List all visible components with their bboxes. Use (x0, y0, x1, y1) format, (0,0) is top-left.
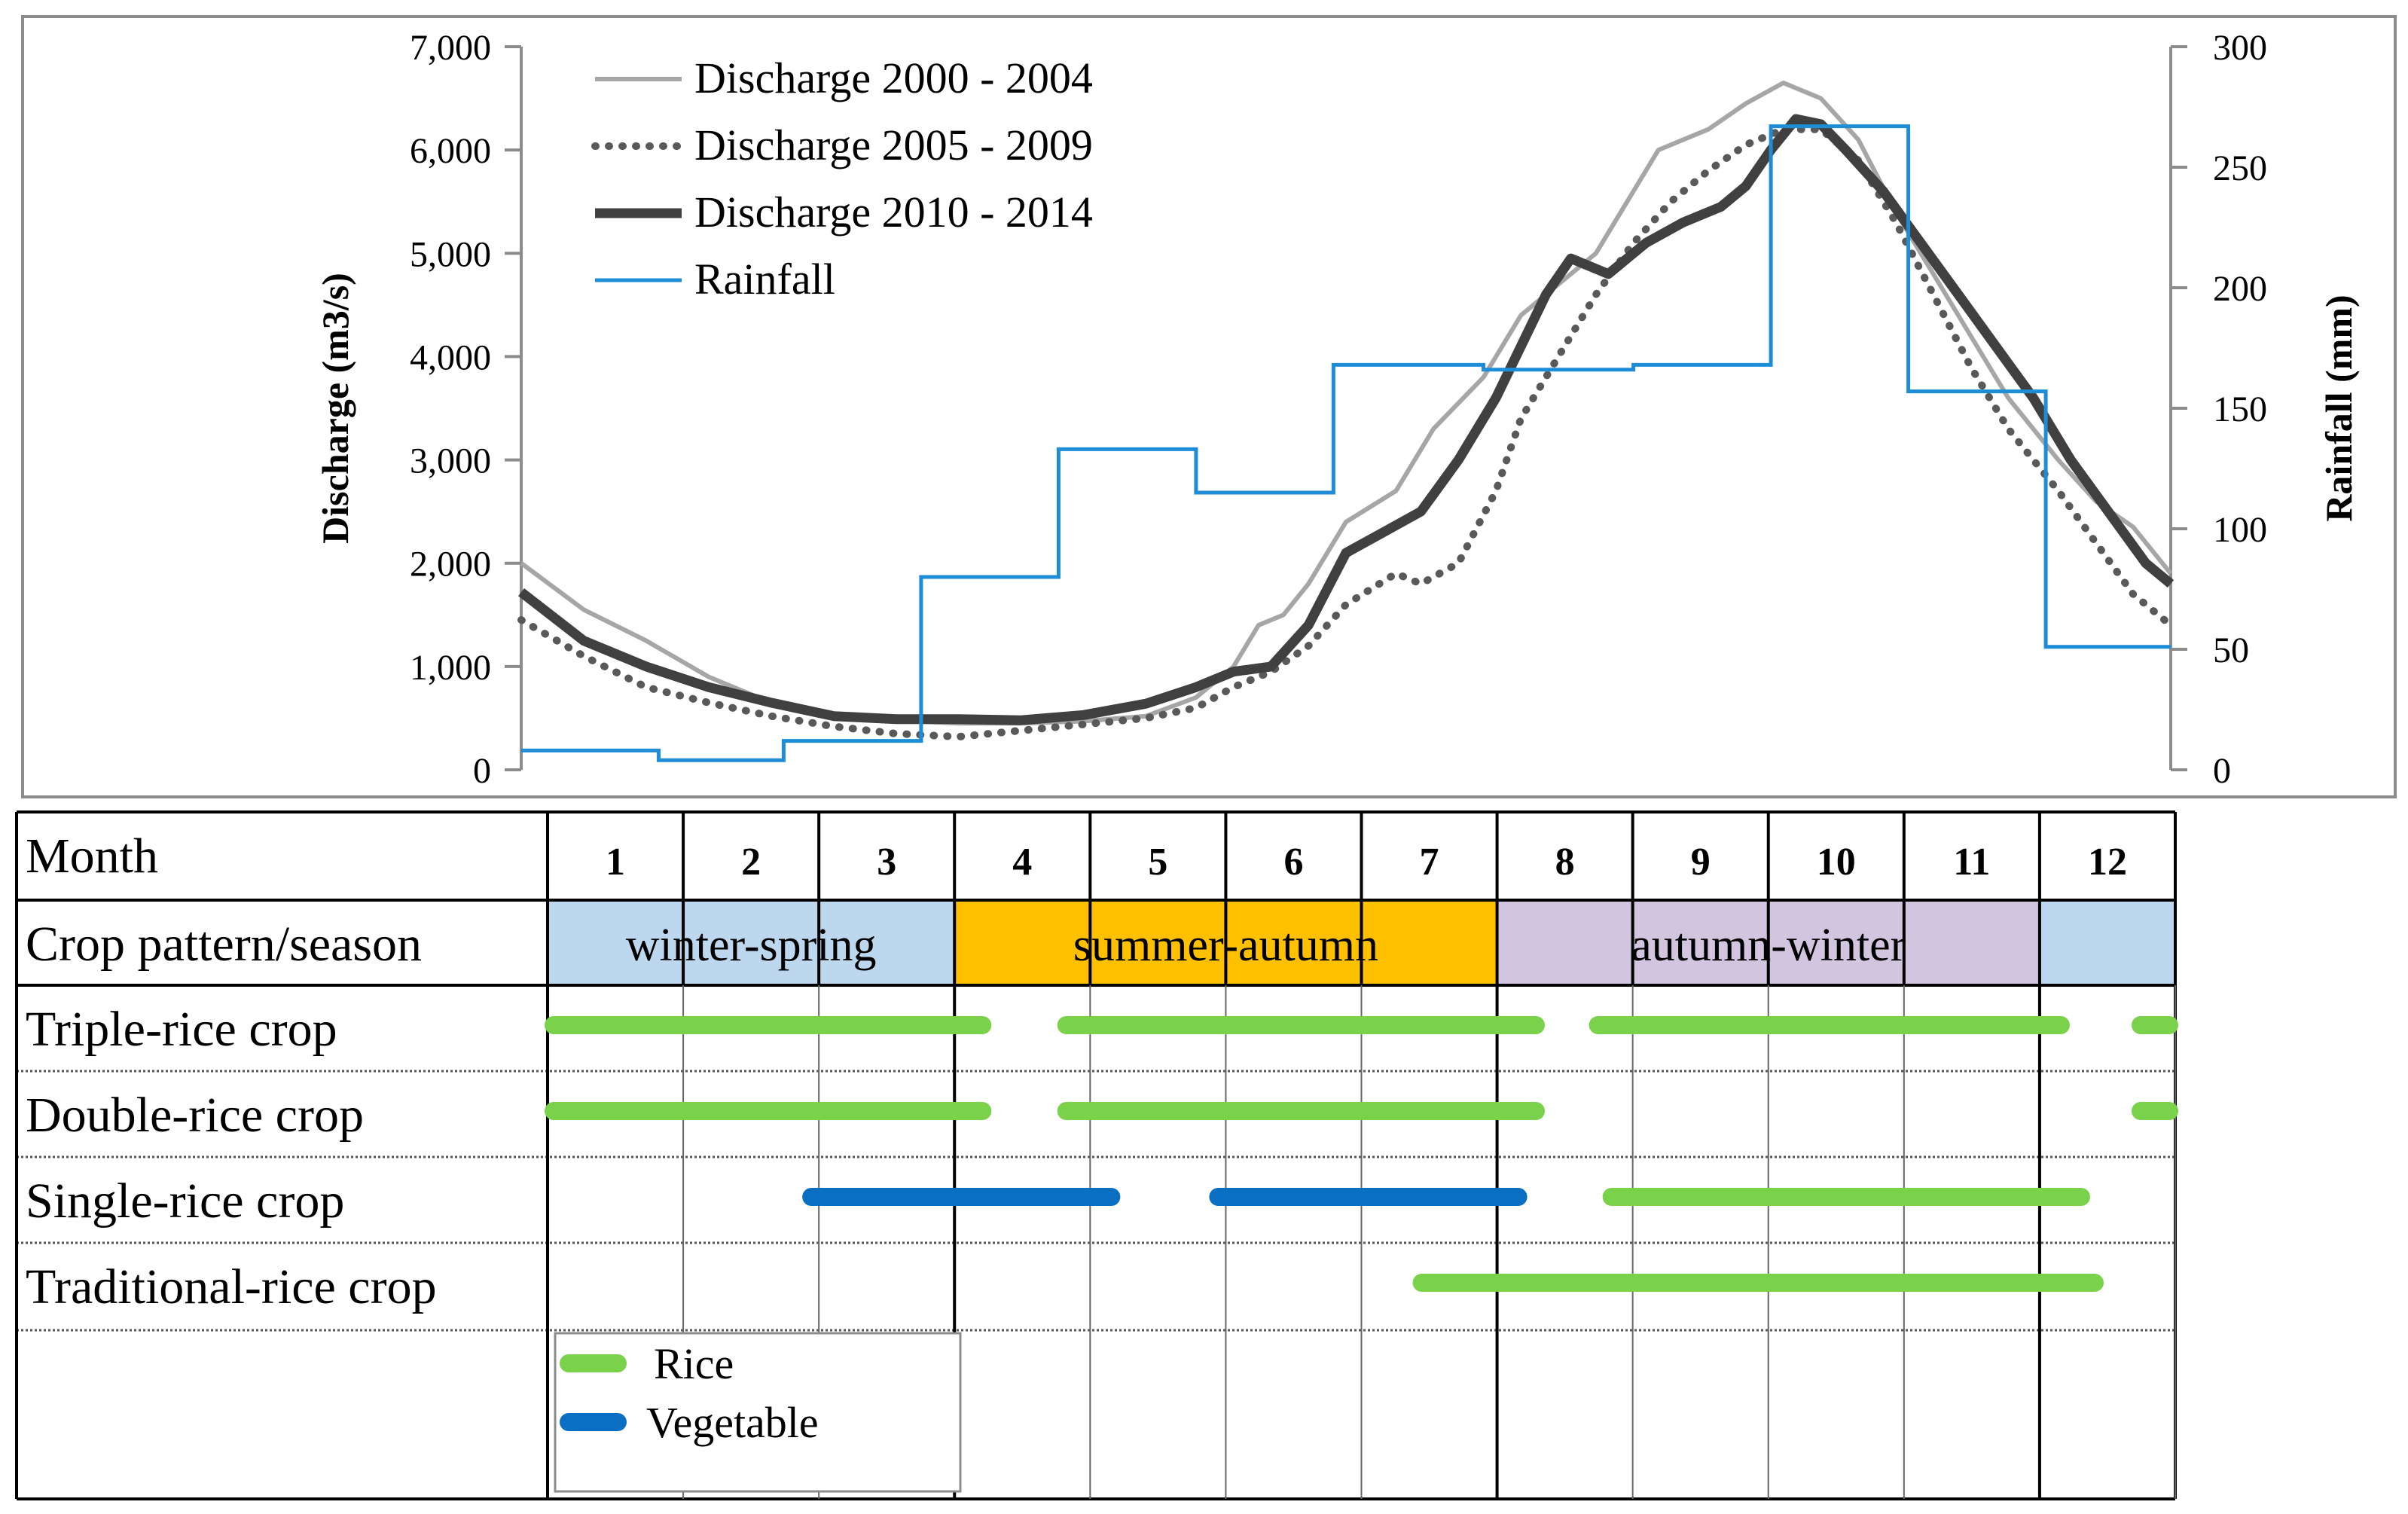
season-label-1: winter-spring (626, 920, 877, 971)
calendar-legend-label-1: Rice (654, 1339, 734, 1388)
series-line-3 (518, 114, 2175, 725)
row-label-1: Month (26, 829, 158, 884)
row-label-6: Traditional-rice crop (26, 1259, 437, 1314)
right-tick-label: 250 (2213, 148, 2267, 188)
month-header-4: 4 (1012, 841, 1032, 884)
crop-calendar: winter-spring summer-autumn autumn-winterM… (15, 810, 2178, 1500)
month-header-2: 2 (741, 841, 761, 884)
left-tick-label: 5,000 (410, 234, 491, 274)
y-axis-title: Discharge (m3/s) (314, 273, 356, 544)
month-header-8: 8 (1555, 841, 1575, 884)
left-tick-label: 2,000 (410, 545, 491, 585)
left-tick-label: 1,000 (410, 648, 491, 688)
month-header-1: 1 (606, 841, 625, 884)
month-header-3: 3 (877, 841, 896, 884)
left-tick-label: 3,000 (410, 441, 491, 481)
right-tick-label: 200 (2213, 269, 2267, 309)
season-cell-4 (2039, 900, 2175, 985)
right-tick-label: 0 (2213, 751, 2231, 791)
legend-label-1: Discharge 2000 - 2004 (694, 53, 1093, 102)
month-header-12: 12 (2088, 841, 2127, 884)
calendar-legend: Rice Vegetable (554, 1332, 962, 1493)
left-tick-label: 4,000 (410, 337, 491, 377)
left-tick-label: 7,000 (410, 28, 491, 68)
left-tick-label: 0 (473, 751, 491, 791)
right-tick-label: 150 (2213, 389, 2267, 429)
discharge-rainfall-chart: 0 1,000 2,000 3,000 4,000 5,000 6,000 7,000 0 50 1… (314, 28, 2360, 791)
left-tick-label: 6,000 (410, 131, 491, 171)
month-header-11: 11 (1953, 841, 1990, 884)
chart-legend: Discharge 2000 - 2004 Discharge 2005 - 20… (591, 53, 1093, 304)
row-label-2: Crop pattern/season (26, 917, 422, 972)
right-tick-label: 100 (2213, 510, 2267, 550)
month-header-5: 5 (1148, 841, 1167, 884)
y2-axis-title: Rainfall (mm) (2318, 295, 2360, 521)
chart-frame (21, 15, 2397, 798)
row-label-5: Single-rice crop (26, 1174, 344, 1229)
month-header-6: 6 (1283, 841, 1303, 884)
month-header-9: 9 (1691, 841, 1711, 884)
right-tick-label: 50 (2213, 630, 2249, 670)
month-header-7: 7 (1420, 841, 1439, 884)
month-header-10: 10 (1817, 841, 1856, 884)
series-line-4 (521, 124, 2171, 762)
series-line-2 (517, 125, 2175, 741)
row-label-4: Double-rice crop (26, 1088, 364, 1143)
legend-label-4: Rainfall (694, 255, 835, 304)
calendar-legend-label-2: Vegetable (646, 1398, 819, 1447)
legend-label-3: Discharge 2010 - 2014 (694, 188, 1093, 237)
season-cell-1 (548, 900, 955, 985)
row-label-3: Triple-rice crop (26, 1002, 337, 1057)
legend-label-2: Discharge 2005 - 2009 (694, 121, 1093, 169)
right-tick-label: 300 (2213, 28, 2267, 68)
